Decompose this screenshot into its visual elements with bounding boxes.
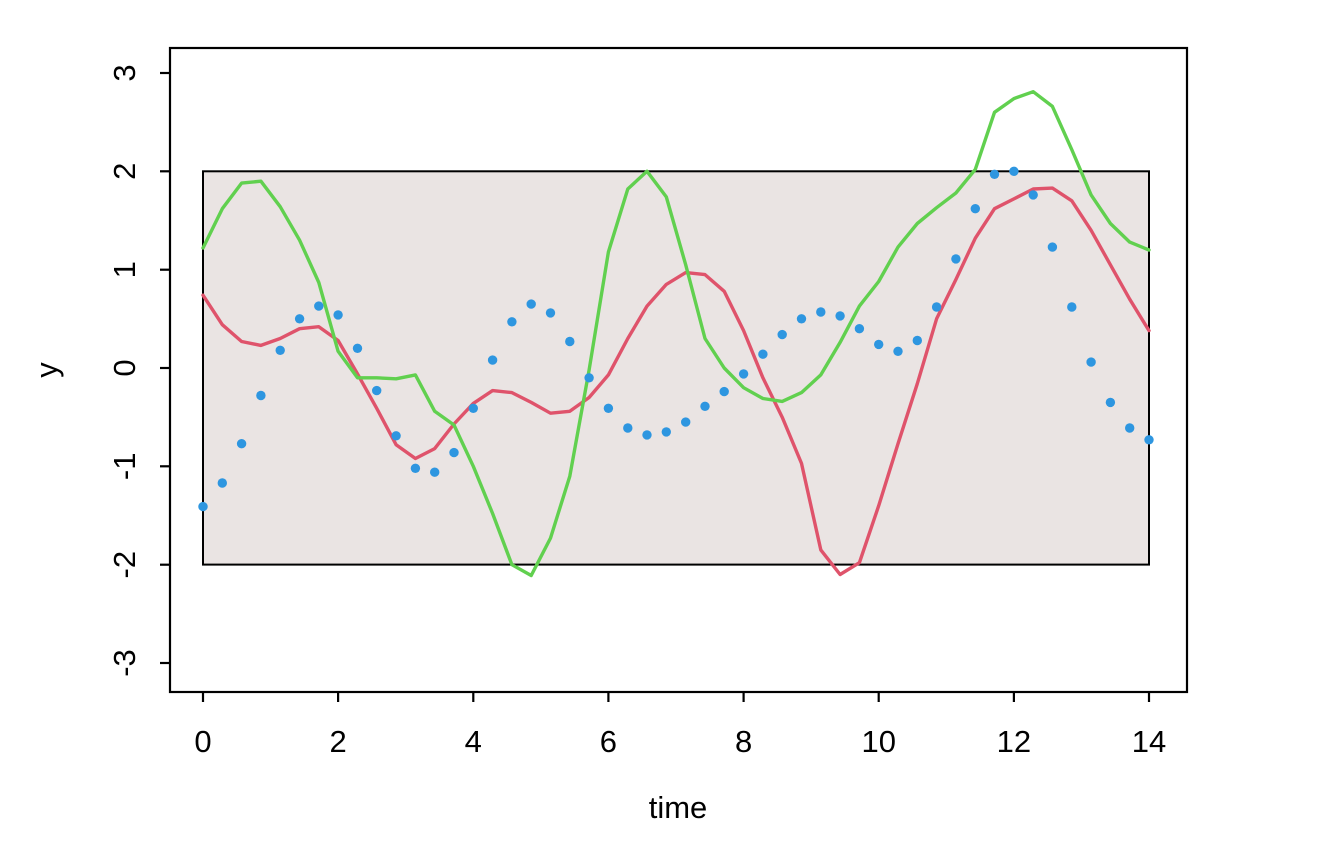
y-tick-label: 3 — [107, 64, 142, 81]
x-axis-title: time — [649, 790, 708, 825]
data-point — [198, 501, 208, 512]
data-point — [565, 336, 575, 347]
data-point — [333, 310, 343, 320]
data-point — [931, 302, 942, 312]
data-point — [410, 463, 421, 473]
data-point — [1125, 423, 1135, 433]
data-point — [584, 373, 594, 383]
data-point — [1105, 397, 1116, 408]
y-axis: -3 -2 -1 0 1 2 3 — [107, 64, 170, 677]
data-point — [314, 301, 324, 311]
scatter-series — [198, 166, 1154, 512]
data-point — [256, 390, 266, 401]
data-point — [487, 355, 498, 365]
data-point — [275, 345, 285, 355]
y-tick-label: 2 — [107, 163, 142, 180]
series-blue-points — [198, 166, 1154, 512]
plot-box — [168, 46, 1189, 694]
x-tick-label: 0 — [194, 724, 211, 759]
data-point — [738, 369, 749, 379]
series-red-line — [201, 186, 1151, 577]
data-point — [700, 401, 710, 411]
data-point — [545, 308, 556, 318]
data-point — [893, 346, 903, 356]
data-point — [719, 386, 729, 397]
x-tick-label: 10 — [861, 724, 895, 759]
data-point — [1009, 166, 1019, 176]
y-tick-label: -2 — [107, 551, 142, 579]
x-tick-label: 6 — [600, 724, 617, 759]
data-point — [912, 335, 922, 346]
x-tick-label: 14 — [1132, 724, 1166, 759]
data-point — [449, 447, 459, 458]
data-point — [391, 431, 401, 441]
x-tick-label: 8 — [735, 724, 752, 759]
data-point — [430, 467, 440, 477]
data-point — [1144, 435, 1154, 445]
y-tick-label: -1 — [107, 453, 142, 481]
data-point — [507, 317, 517, 327]
data-point — [1067, 302, 1077, 312]
data-point — [874, 339, 884, 350]
data-point — [642, 430, 652, 440]
data-point — [816, 307, 826, 317]
y-tick-label: 1 — [107, 261, 142, 278]
series-green-line — [201, 89, 1151, 578]
data-point — [796, 314, 807, 324]
data-point — [1086, 357, 1096, 367]
x-axis: 0 2 4 6 8 10 12 14 — [194, 692, 1166, 759]
y-tick-label: 0 — [107, 359, 142, 376]
data-point — [854, 324, 865, 334]
data-point — [236, 439, 247, 449]
data-point — [468, 403, 478, 413]
x-tick-label: 12 — [997, 724, 1031, 759]
x-tick-label: 2 — [329, 724, 346, 759]
data-point — [372, 385, 382, 396]
data-point — [681, 417, 691, 427]
data-point — [294, 314, 305, 324]
data-point — [777, 329, 787, 340]
data-point — [970, 204, 980, 214]
data-point — [623, 423, 633, 433]
data-point — [1028, 190, 1038, 200]
y-axis-title: y — [29, 362, 64, 378]
y-tick-label: -3 — [107, 649, 142, 677]
data-point — [951, 254, 961, 264]
data-point — [352, 343, 363, 353]
x-tick-label: 4 — [465, 724, 482, 759]
data-point — [835, 311, 845, 321]
data-point — [661, 427, 671, 437]
data-point — [758, 349, 768, 359]
data-point — [217, 478, 227, 488]
data-point — [1047, 242, 1058, 252]
line-series — [201, 89, 1151, 578]
data-point — [989, 169, 1000, 179]
data-point — [603, 403, 614, 413]
data-point — [526, 299, 536, 309]
